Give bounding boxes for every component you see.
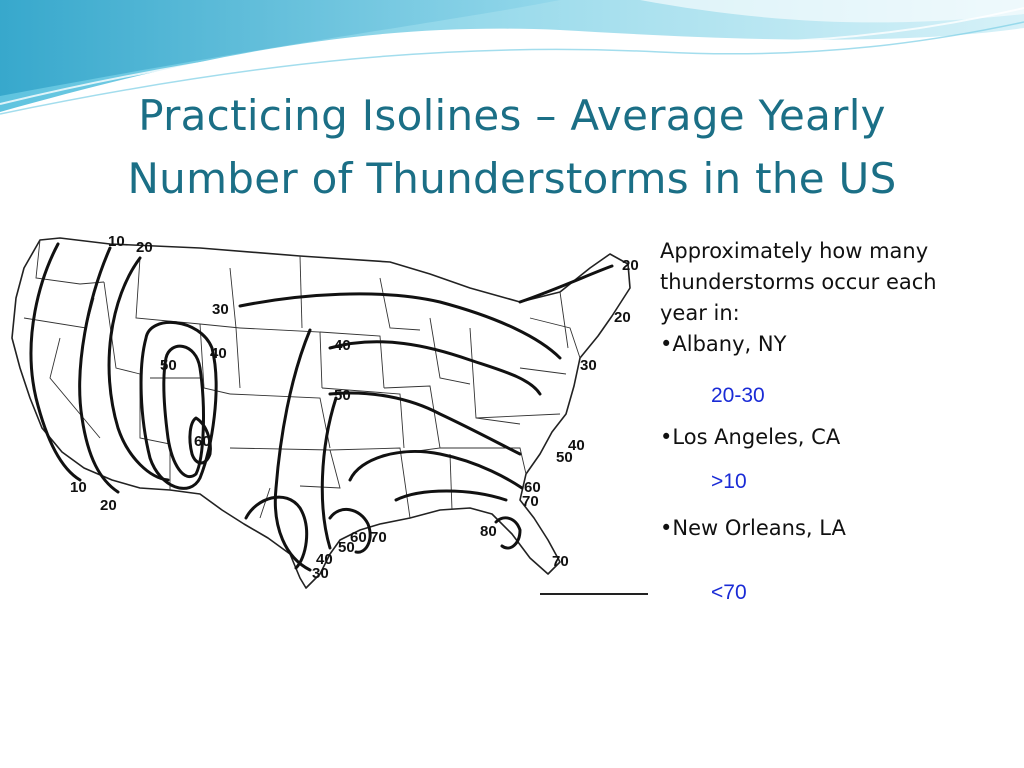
label-mid-50: 50: [334, 387, 351, 404]
label-tx-30: 30: [312, 565, 329, 582]
isoline-20-northeast: [518, 264, 614, 304]
label-fl-70: 70: [552, 553, 569, 570]
isoline-50-central: [328, 391, 522, 456]
place-albany: Albany, NY: [672, 332, 787, 356]
label-tx-40: 40: [316, 551, 333, 568]
label-ne-20b: 20: [614, 309, 631, 326]
bullet: •: [660, 332, 673, 356]
place-new-orleans: New Orleans, LA: [672, 516, 846, 540]
label-nw-10: 10: [108, 233, 125, 250]
isoline-30-west: [107, 256, 170, 482]
label-tx-60: 60: [350, 529, 367, 546]
slide-title-line-1: Practicing Isolines – Average Yearly: [138, 91, 886, 140]
label-se-60: 60: [524, 479, 541, 496]
question-item-los-angeles: •Los Angeles, CA: [660, 425, 840, 449]
slide-title-line-2: Number of Thunderstorms in the US: [127, 154, 897, 203]
question-item-new-orleans: •New Orleans, LA: [660, 516, 846, 540]
place-los-angeles: Los Angeles, CA: [672, 425, 841, 449]
question-prompt-line-1: Approximately how many: [660, 239, 929, 263]
isoline-40-texas: [244, 495, 309, 570]
question-item-albany: •Albany, NY: [660, 329, 1000, 360]
label-sw-10: 10: [70, 479, 87, 496]
answer-new-orleans: <70: [711, 581, 747, 604]
label-sw-20: 20: [100, 497, 117, 514]
isoline-10-west: [29, 242, 82, 482]
bullet: •: [660, 425, 673, 449]
label-e-40: 40: [568, 437, 585, 454]
bullet: •: [660, 516, 673, 540]
isoline-60-rockies: [188, 416, 212, 465]
label-tx-70: 70: [370, 529, 387, 546]
label-e-50: 50: [556, 449, 573, 466]
question-prompt-line-3: year in:: [660, 301, 740, 325]
us-map-drawing: 10 20 30 40 50 60 40 50 20 20 30 40 50 6…: [11, 233, 648, 595]
isoline-80-florida: [494, 516, 522, 550]
answer-los-angeles: >10: [711, 470, 747, 493]
isoline-70-south: [394, 489, 508, 502]
us-outline: [11, 237, 631, 589]
isoline-60-texas: [328, 508, 372, 554]
isoline-40-central: [328, 340, 542, 396]
label-e-30: 30: [580, 357, 597, 374]
header-wave-decoration: [0, 0, 1024, 115]
question-prompt-line-2: thunderstorms occur each: [660, 270, 937, 294]
isoline-40-plains: [273, 328, 312, 572]
label-c-40a: 40: [210, 345, 227, 362]
isoline-60-south: [348, 450, 524, 490]
label-se-70: 70: [522, 493, 539, 510]
label-ne-20a: 20: [622, 257, 639, 274]
slide-title: Practicing Isolines – Average Yearly Num…: [40, 84, 984, 210]
label-mid-40: 40: [334, 337, 351, 354]
isoline-50-rockies: [162, 344, 205, 478]
isoline-40-rockies: [139, 320, 218, 490]
isoline-30-northeast: [238, 292, 562, 360]
label-tx-50: 50: [338, 539, 355, 556]
label-c-60: 60: [194, 433, 211, 450]
answer-albany: 20-30: [711, 384, 765, 407]
label-fl-80: 80: [480, 523, 497, 540]
label-nw-20: 20: [136, 239, 153, 256]
label-c-50a: 50: [160, 357, 177, 374]
thunderstorm-isoline-map: 10 20 30 40 50 60 40 50 20 20 30 40 50 6…: [0, 218, 648, 600]
question-panel: Approximately how many thunderstorms occ…: [660, 236, 1000, 360]
isoline-50-plains: [320, 396, 338, 550]
isoline-20-west: [78, 246, 120, 494]
label-w-30: 30: [212, 301, 229, 318]
